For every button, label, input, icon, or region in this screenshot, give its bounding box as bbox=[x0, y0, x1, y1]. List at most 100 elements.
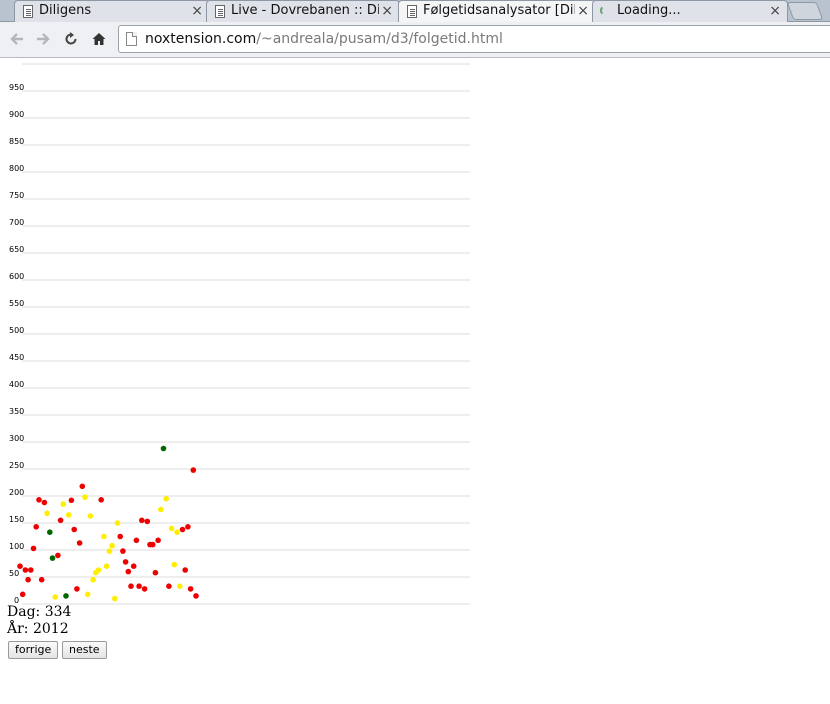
y-tick-label: 950 bbox=[9, 83, 24, 92]
y-tick-label: 0 bbox=[14, 596, 19, 605]
tab-title: Diligens bbox=[39, 3, 92, 18]
address-bar[interactable]: noxtension.com/~andreala/pusam/d3/folget… bbox=[118, 25, 830, 53]
reload-button[interactable] bbox=[60, 28, 82, 50]
data-point bbox=[128, 583, 134, 589]
data-point bbox=[44, 510, 50, 517]
next-button[interactable]: neste bbox=[62, 641, 107, 659]
data-point bbox=[74, 586, 80, 592]
data-point bbox=[57, 517, 64, 524]
tab-dovrebanen[interactable]: Live - Dovrebanen :: Dil × bbox=[206, 0, 400, 22]
new-tab-button[interactable] bbox=[786, 2, 824, 20]
tab-folgetidsanalysator[interactable]: Følgetidsanalysator [Dil × bbox=[398, 0, 596, 22]
y-axis-tick-labels: 0 50 100 150 200 250 300 350 400 450 500 550 600 650 7… bbox=[9, 83, 24, 605]
y-tick-label: 100 bbox=[9, 542, 24, 551]
y-tick-label: 650 bbox=[9, 245, 24, 254]
data-point bbox=[149, 541, 156, 548]
y-tick-label: 800 bbox=[9, 164, 24, 173]
y-tick-label: 700 bbox=[9, 218, 24, 227]
back-button[interactable] bbox=[6, 28, 28, 50]
data-point bbox=[30, 545, 37, 552]
data-point bbox=[179, 526, 186, 533]
data-point bbox=[190, 467, 197, 473]
data-point bbox=[47, 529, 53, 535]
close-icon[interactable]: × bbox=[769, 3, 781, 19]
data-point bbox=[106, 548, 113, 554]
y-tick-label: 850 bbox=[9, 137, 24, 146]
data-point bbox=[76, 540, 83, 546]
data-point bbox=[33, 524, 39, 530]
data-point bbox=[114, 520, 121, 526]
close-icon[interactable]: × bbox=[381, 3, 393, 19]
data-point bbox=[71, 526, 77, 533]
data-point bbox=[193, 593, 199, 599]
tab-title: Loading... bbox=[617, 3, 681, 18]
data-point bbox=[171, 561, 178, 568]
y-tick-label: 200 bbox=[9, 488, 24, 497]
data-point bbox=[130, 563, 137, 569]
data-point bbox=[17, 563, 23, 569]
previous-button[interactable]: forrige bbox=[8, 641, 59, 659]
url-text[interactable]: noxtension.com/~andreala/pusam/d3/folget… bbox=[145, 26, 503, 52]
y-tick-label: 750 bbox=[9, 191, 24, 200]
data-point bbox=[103, 563, 110, 569]
close-icon[interactable]: × bbox=[191, 3, 203, 19]
data-point bbox=[141, 586, 148, 592]
home-button[interactable] bbox=[88, 28, 110, 50]
y-tick-label: 600 bbox=[9, 272, 24, 281]
reload-icon bbox=[65, 32, 77, 45]
scatter-chart: 0 50 100 150 200 250 300 350 400 450 500 550 600 650 7… bbox=[9, 63, 470, 605]
y-tick-label: 350 bbox=[9, 407, 24, 416]
data-point bbox=[90, 576, 96, 583]
chart-points bbox=[17, 445, 199, 602]
y-tick-label: 900 bbox=[9, 110, 24, 119]
y-tick-label: 550 bbox=[9, 299, 24, 308]
data-point bbox=[117, 533, 123, 540]
y-tick-label: 150 bbox=[9, 515, 24, 524]
home-icon bbox=[92, 33, 106, 45]
tab-diligens[interactable]: Diligens × bbox=[14, 0, 210, 22]
data-point bbox=[36, 497, 42, 503]
data-point bbox=[174, 529, 180, 535]
data-point bbox=[185, 524, 191, 530]
data-point bbox=[38, 576, 45, 583]
y-tick-label: 300 bbox=[9, 434, 24, 443]
forward-button[interactable] bbox=[32, 28, 54, 50]
data-point bbox=[144, 518, 151, 525]
page-icon bbox=[23, 5, 33, 18]
tab-strip: Diligens × Live - Dovrebanen :: Dil × Fø… bbox=[0, 0, 830, 22]
data-point bbox=[52, 594, 58, 600]
data-point bbox=[109, 542, 115, 549]
data-point bbox=[95, 567, 102, 573]
close-icon[interactable]: × bbox=[577, 3, 589, 19]
data-point bbox=[112, 595, 118, 602]
forward-arrow-icon bbox=[37, 33, 50, 45]
browser-toolbar: noxtension.com/~andreala/pusam/d3/folget… bbox=[0, 22, 830, 58]
page-icon bbox=[215, 5, 225, 18]
data-point bbox=[84, 591, 91, 598]
data-point bbox=[68, 497, 75, 504]
data-point bbox=[155, 537, 161, 544]
data-point bbox=[101, 533, 107, 540]
chart-grid bbox=[22, 63, 470, 605]
day-label: Dag: 334 bbox=[7, 604, 72, 620]
data-point bbox=[182, 567, 188, 573]
tab-title: Live - Dovrebanen :: Dil bbox=[231, 3, 379, 18]
data-point bbox=[65, 512, 72, 518]
data-point bbox=[166, 583, 172, 589]
y-tick-label: 450 bbox=[9, 353, 24, 362]
data-point bbox=[120, 548, 126, 554]
back-arrow-icon bbox=[10, 33, 23, 45]
data-point bbox=[168, 525, 175, 532]
data-point bbox=[55, 552, 61, 559]
page-content: 0 50 100 150 200 250 300 350 400 450 500 550 600 650 7… bbox=[0, 58, 830, 704]
data-point bbox=[98, 497, 104, 503]
data-point bbox=[152, 569, 159, 576]
url-path: /~andreala/pusam/d3/folgetid.html bbox=[256, 31, 503, 47]
tab-loading[interactable]: Loading... × bbox=[592, 0, 788, 22]
data-point bbox=[160, 445, 167, 452]
data-point bbox=[122, 559, 129, 565]
data-point bbox=[25, 576, 31, 583]
y-tick-label: 500 bbox=[9, 326, 24, 335]
data-point bbox=[63, 593, 69, 599]
data-point bbox=[60, 501, 67, 507]
